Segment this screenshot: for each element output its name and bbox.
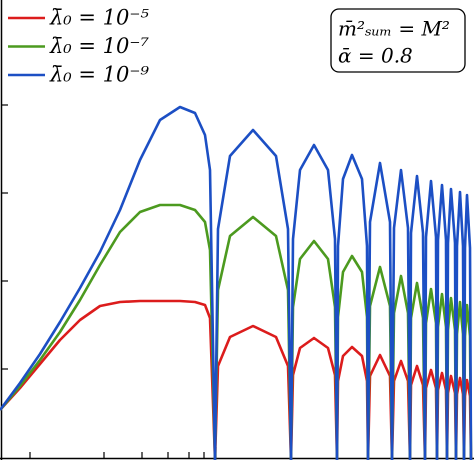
annotation: ᾱ = 0.8	[338, 44, 413, 68]
legend-label: λ̄₀ = 10⁻⁵	[49, 6, 149, 30]
annotation-box	[330, 8, 466, 73]
series-line	[0, 105, 473, 460]
annotation: m̄²ₛᵤₘ = M²	[338, 17, 450, 41]
legend-label: λ̄₀ = 10⁻⁷	[49, 34, 149, 58]
legend-label: λ̄₀ = 10⁻⁹	[49, 63, 149, 87]
